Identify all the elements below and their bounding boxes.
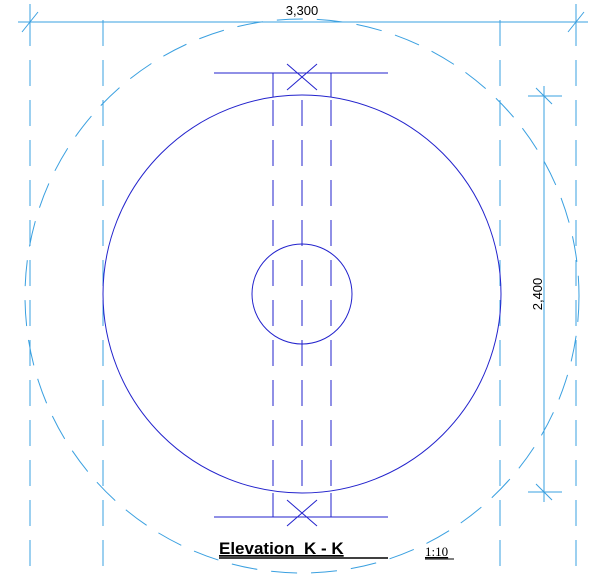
height-dimension-tick-bottom bbox=[535, 483, 553, 501]
view-title: Elevation K - K bbox=[219, 539, 344, 558]
scale-label: 1:10 bbox=[425, 544, 448, 559]
height-dimension bbox=[528, 86, 562, 502]
hub-circle bbox=[251, 243, 353, 345]
width-dimension bbox=[18, 4, 588, 40]
width-dimension-tick-left bbox=[21, 11, 39, 33]
main-circle bbox=[102, 94, 502, 494]
height-dimension-tick-top bbox=[535, 87, 553, 105]
construction-lines bbox=[24, 18, 580, 574]
height-dimension-label: 2,400 bbox=[530, 278, 545, 311]
width-dimension-label: 3,300 bbox=[286, 3, 319, 18]
object-lines bbox=[102, 63, 502, 527]
top-cross-b bbox=[286, 63, 318, 91]
bottom-cross-b bbox=[286, 499, 318, 527]
width-dimension-tick-right bbox=[567, 11, 585, 33]
shaft-hidden-lines bbox=[272, 100, 332, 492]
outer-dashed-circle bbox=[24, 18, 580, 574]
